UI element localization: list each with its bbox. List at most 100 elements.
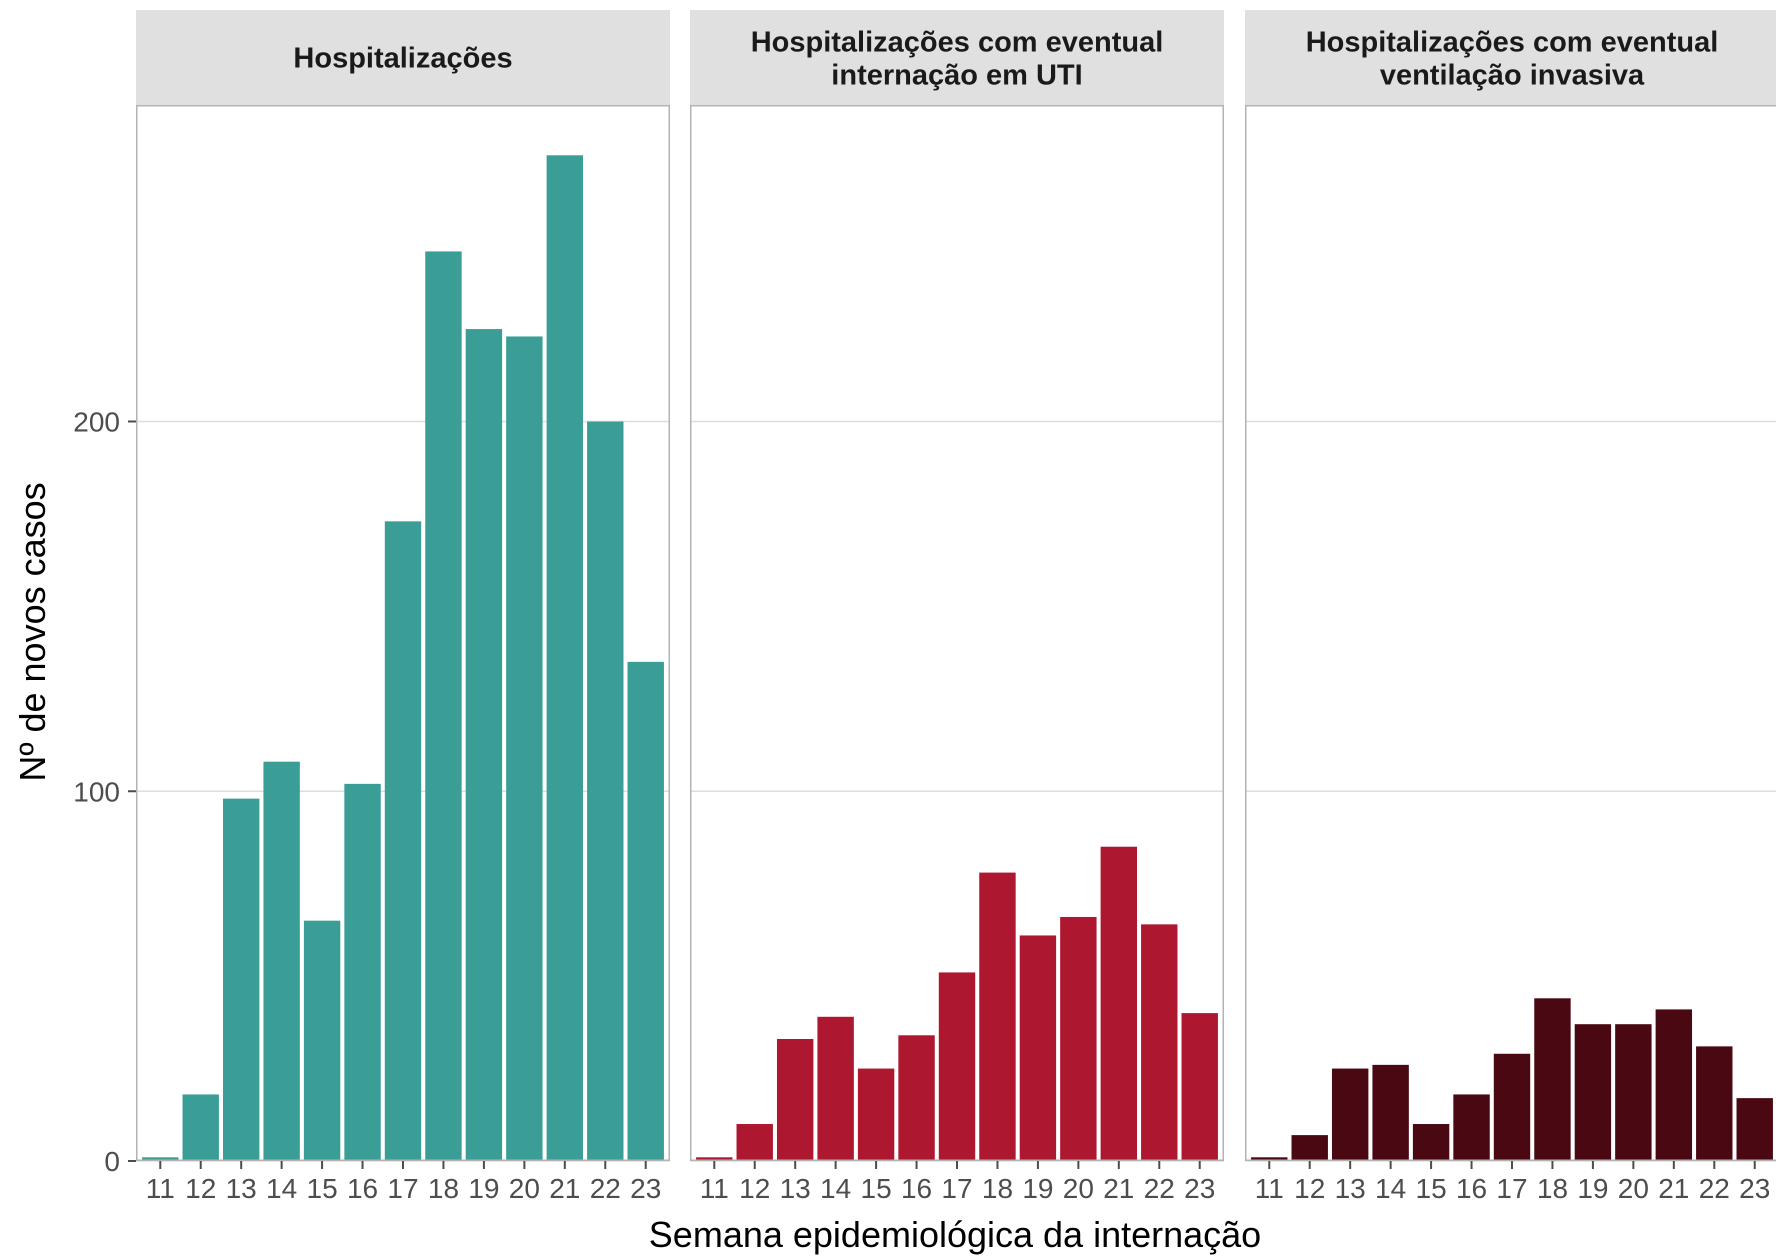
x-tick-label: 20 <box>1618 1173 1649 1204</box>
bar <box>857 1068 895 1161</box>
bar <box>1736 1098 1773 1161</box>
bar <box>1019 935 1057 1161</box>
x-tick-label: 20 <box>509 1173 540 1204</box>
x-tick-label: 23 <box>1184 1173 1215 1204</box>
x-tick-label: 12 <box>185 1173 216 1204</box>
bar <box>384 521 422 1161</box>
bar <box>627 661 664 1161</box>
y-axis-title: Nº de novos casos <box>12 482 53 781</box>
bar <box>1493 1053 1531 1161</box>
panel-strip <box>136 10 670 105</box>
panel-strip <box>1245 10 1776 105</box>
x-tick-label: 13 <box>780 1173 811 1204</box>
bar <box>1574 1024 1612 1161</box>
x-tick-label: 11 <box>146 1173 175 1204</box>
y-tick-label: 100 <box>73 776 120 807</box>
x-tick-label: 21 <box>549 1173 580 1204</box>
x-tick-label: 23 <box>1739 1173 1770 1204</box>
x-tick-label: 21 <box>1658 1173 1689 1204</box>
bar <box>263 761 300 1161</box>
x-tick-label: 13 <box>1335 1173 1366 1204</box>
bar <box>1696 1046 1733 1161</box>
panel-border <box>690 105 1224 1161</box>
panel-border <box>1245 105 1776 1161</box>
bar <box>1372 1064 1409 1161</box>
bar <box>898 1035 935 1161</box>
x-tick-label: 19 <box>1577 1173 1608 1204</box>
x-tick-label: 18 <box>1537 1173 1568 1204</box>
bar <box>1453 1094 1490 1161</box>
x-tick-label: 16 <box>347 1173 378 1204</box>
bar <box>1291 1135 1328 1161</box>
x-tick-label: 14 <box>266 1173 297 1204</box>
panel-strip <box>690 10 1224 105</box>
x-tick-label: 14 <box>1375 1173 1406 1204</box>
bar <box>222 798 260 1161</box>
x-tick-label: 15 <box>307 1173 338 1204</box>
bar <box>1141 924 1178 1161</box>
x-tick-label: 16 <box>1456 1173 1487 1204</box>
x-tick-label: 17 <box>941 1173 972 1204</box>
x-tick-label: 15 <box>1416 1173 1447 1204</box>
x-tick-label: 23 <box>630 1173 661 1204</box>
bar <box>142 1157 179 1161</box>
x-tick-label: 19 <box>1022 1173 1053 1204</box>
x-tick-label: 17 <box>387 1173 418 1204</box>
panel-strip-title: Hospitalizações com eventual <box>1306 27 1719 59</box>
bar <box>979 872 1016 1161</box>
bar <box>1100 846 1138 1161</box>
x-tick-label: 13 <box>226 1173 257 1204</box>
bar <box>1251 1157 1288 1161</box>
bar <box>736 1124 773 1161</box>
x-axis-title: Semana epidemiológica da internação <box>649 1214 1261 1255</box>
bar <box>546 155 584 1162</box>
bar <box>182 1094 219 1161</box>
bar <box>1181 1013 1218 1161</box>
axis-title-layer: Semana epidemiológica da internação Nº d… <box>12 482 1261 1255</box>
bar <box>465 329 503 1161</box>
panel-strip-title: ventilação invasiva <box>1380 60 1645 92</box>
panel-border <box>136 105 670 1161</box>
bar <box>587 421 624 1161</box>
y-tick-label: 200 <box>73 407 120 438</box>
x-tick-label: 18 <box>982 1173 1013 1204</box>
x-tick-label: 15 <box>861 1173 892 1204</box>
x-tick-label: 20 <box>1063 1173 1094 1204</box>
bar <box>1412 1124 1450 1161</box>
y-tick-label: 0 <box>104 1146 120 1177</box>
bar <box>1060 916 1097 1161</box>
x-tick-label: 11 <box>700 1173 729 1204</box>
bar <box>696 1157 733 1161</box>
bar <box>506 336 543 1162</box>
bar <box>938 972 976 1161</box>
x-tick-label: 11 <box>1255 1173 1284 1204</box>
bar <box>344 783 381 1161</box>
bar <box>1534 998 1571 1161</box>
panel-strip-title: Hospitalizações com eventual <box>751 27 1164 59</box>
x-tick-label: 19 <box>468 1173 499 1204</box>
x-tick-label: 22 <box>1144 1173 1175 1204</box>
bar <box>1331 1068 1369 1161</box>
panel-strip-title: internação em UTI <box>831 60 1082 92</box>
x-tick-label: 17 <box>1496 1173 1527 1204</box>
x-tick-label: 14 <box>820 1173 851 1204</box>
bar <box>1655 1009 1693 1161</box>
x-tick-label: 12 <box>739 1173 770 1204</box>
panel-1: Hospitalizações 11 12 13 14 15 16 17 18 19 20 21 22 2… <box>136 10 670 1204</box>
panel-plot-area <box>1245 105 1776 1161</box>
x-tick-label: 16 <box>901 1173 932 1204</box>
x-tick-label: 12 <box>1294 1173 1325 1204</box>
bar <box>303 920 341 1161</box>
bar <box>817 1016 854 1161</box>
bar <box>1615 1024 1652 1161</box>
x-tick-label: 22 <box>590 1173 621 1204</box>
x-tick-label: 21 <box>1103 1173 1134 1204</box>
x-tick-label: 22 <box>1699 1173 1730 1204</box>
x-tick-label: 18 <box>428 1173 459 1204</box>
bar <box>776 1038 814 1161</box>
panel-strip-title: Hospitalizações <box>293 43 512 75</box>
